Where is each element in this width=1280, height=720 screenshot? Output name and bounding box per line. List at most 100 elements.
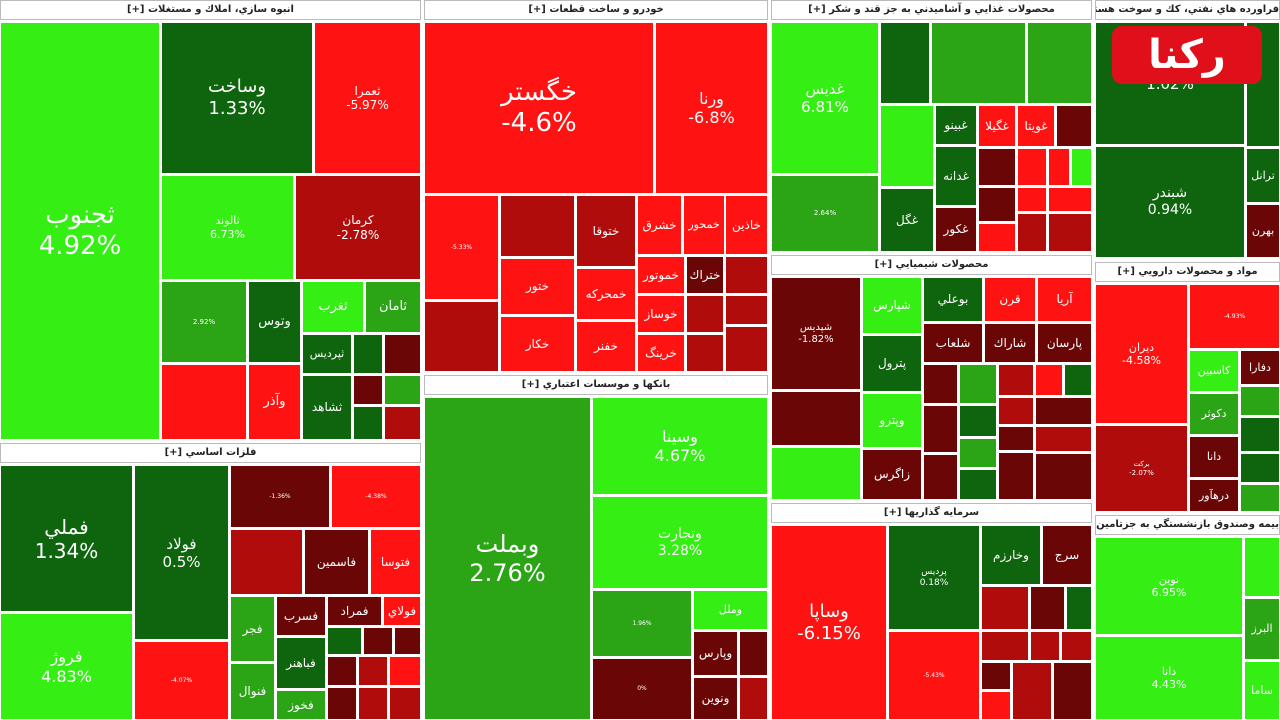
stock-tile[interactable]: شپارس	[862, 277, 922, 334]
stock-tile[interactable]: ونوين	[693, 677, 738, 720]
stock-tile[interactable]: غبينو	[935, 105, 977, 145]
stock-tile[interactable]: فنوال	[230, 663, 275, 720]
stock-tile[interactable]: خاذين	[725, 195, 768, 255]
stock-tile[interactable]: فتوسا	[370, 529, 421, 595]
stock-tile[interactable]: 2.64%	[771, 175, 879, 252]
stock-tile[interactable]: درهآور	[1189, 479, 1239, 512]
stock-tile[interactable]: 0%	[592, 658, 692, 720]
stock-tile[interactable]: بوعلي	[923, 277, 983, 322]
stock-tile[interactable]: شپديس -1.82%	[771, 277, 861, 390]
stock-tile[interactable]: ثجنوب 4.92%	[0, 22, 160, 440]
stock-tile[interactable]: ثغرب	[302, 281, 364, 333]
stock-tile[interactable]: فمراد	[327, 596, 382, 626]
stock-tile[interactable]: غگيلا	[978, 105, 1016, 147]
stock-tile[interactable]: -5.33%	[424, 195, 499, 300]
stock-tile[interactable]: فجر	[230, 596, 275, 662]
stock-tile[interactable]: خموتور	[637, 256, 685, 294]
stock-tile[interactable]: وتجارت 3.28%	[592, 496, 768, 589]
stock-tile[interactable]: خشرق	[637, 195, 682, 255]
stock-tile[interactable]: خمحور	[683, 195, 725, 255]
stock-tile[interactable]: بهرن	[1246, 204, 1280, 258]
stock-tile[interactable]: ديران -4.58%	[1095, 284, 1188, 424]
stock-tile[interactable]: ختور	[500, 258, 575, 315]
sector-header[interactable]: بانكها و موسسات اعتباري [+]	[424, 375, 768, 395]
stock-tile[interactable]: فسرب	[276, 596, 326, 636]
stock-tile[interactable]: دانا	[1189, 436, 1239, 478]
stock-tile[interactable]: ورنا -6.8%	[655, 22, 768, 194]
stock-tile[interactable]: بركت -2.07%	[1095, 425, 1188, 512]
stock-tile[interactable]: ثامان	[365, 281, 421, 333]
sector-header[interactable]: مواد و محصولات دارويي [+]	[1095, 262, 1280, 282]
stock-tile[interactable]: وملل	[693, 590, 768, 630]
stock-tile[interactable]: ثپرديس	[302, 334, 352, 374]
stock-tile[interactable]: وساپا -6.15%	[771, 525, 887, 720]
stock-tile[interactable]: كرمان -2.78%	[295, 175, 421, 280]
stock-tile[interactable]: سرج	[1042, 525, 1092, 585]
stock-tile[interactable]: ثالوند 6.73%	[161, 175, 294, 280]
stock-tile[interactable]: خگستر -4.6%	[424, 22, 654, 194]
tile	[500, 195, 575, 257]
stock-tile[interactable]: غدانه	[935, 146, 977, 206]
stock-tile[interactable]: فروژ 4.83%	[0, 613, 133, 720]
stock-tile[interactable]: ثعمرا -5.97%	[314, 22, 421, 174]
stock-tile[interactable]: ثشاهد	[302, 375, 352, 440]
stock-tile[interactable]: خرينگ	[637, 334, 685, 372]
stock-tile[interactable]: دفارا	[1240, 350, 1280, 385]
stock-tile[interactable]: غديس 6.81%	[771, 22, 879, 174]
sector-header[interactable]: خودرو و ساخت قطعات [+]	[424, 0, 768, 20]
stock-tile[interactable]: البرز	[1244, 598, 1280, 660]
stock-tile[interactable]: قرن	[984, 277, 1036, 322]
sector-header[interactable]: انبوه سازي، املاك و مستغلات [+]	[0, 0, 421, 20]
stock-tile[interactable]: وسينا 4.67%	[592, 397, 768, 495]
stock-tile[interactable]: غكور	[935, 207, 977, 252]
stock-tile[interactable]: وتوس	[248, 281, 301, 363]
sector-header[interactable]: محصولات غذايي و آشاميدني به جز قند و شكر…	[771, 0, 1092, 20]
stock-tile[interactable]: فولاي	[383, 596, 421, 626]
stock-tile[interactable]: دكوثر	[1189, 393, 1239, 435]
stock-tile[interactable]: ترانل	[1246, 148, 1280, 203]
stock-tile[interactable]: وپترو	[862, 393, 922, 448]
stock-tile[interactable]: وبملت 2.76%	[424, 397, 591, 720]
stock-tile[interactable]: فولاد 0.5%	[134, 465, 229, 640]
sector-header[interactable]: محصولات شيميايي [+]	[771, 255, 1092, 275]
stock-tile[interactable]: شاراك	[984, 323, 1036, 363]
stock-tile[interactable]: فباهنر	[276, 637, 326, 689]
stock-tile[interactable]: نوين 6.95%	[1095, 537, 1243, 635]
stock-tile[interactable]: فملي 1.34%	[0, 465, 133, 612]
stock-tile[interactable]: -5.43%	[888, 631, 980, 720]
sector-header[interactable]: سرمايه گذاريها [+]	[771, 503, 1092, 523]
stock-tile[interactable]: خفنر	[576, 321, 636, 372]
stock-tile[interactable]: فخوز	[276, 690, 326, 720]
stock-tile[interactable]: -4.07%	[134, 641, 229, 720]
stock-tile[interactable]: غويتا	[1017, 105, 1055, 147]
stock-tile[interactable]: پرديس 0.18%	[888, 525, 980, 630]
stock-tile[interactable]: شلعاب	[923, 323, 983, 363]
stock-tile[interactable]: -1.36%	[230, 465, 330, 528]
stock-tile[interactable]: خكار	[500, 316, 575, 372]
sector-header[interactable]: فلزات اساسي [+]	[0, 443, 421, 463]
stock-tile[interactable]: وپارس	[693, 631, 738, 676]
stock-tile[interactable]: وآذر	[248, 364, 301, 440]
stock-tile[interactable]: وساخت 1.33%	[161, 22, 313, 174]
stock-tile[interactable]: پارسان	[1037, 323, 1092, 363]
stock-tile[interactable]: غگل	[880, 188, 934, 252]
stock-tile[interactable]: زاگرس	[862, 449, 922, 500]
stock-tile[interactable]: ساما	[1244, 661, 1280, 720]
stock-tile[interactable]: شبندر 0.94%	[1095, 146, 1245, 258]
sector-header[interactable]: بيمه وصندوق بازنشستگي به جزتامين اجتماعي…	[1095, 515, 1280, 535]
stock-tile[interactable]: وخارزم	[981, 525, 1041, 585]
stock-tile[interactable]: -4.38%	[331, 465, 421, 528]
stock-tile[interactable]: 2.92%	[161, 281, 247, 363]
stock-tile[interactable]: خوساز	[637, 295, 685, 333]
stock-tile[interactable]: دانا 4.43%	[1095, 636, 1243, 720]
stock-tile[interactable]: -4.93%	[1189, 284, 1280, 349]
stock-tile[interactable]: فاسمين	[304, 529, 369, 595]
stock-tile[interactable]: كاسبين	[1189, 350, 1239, 392]
stock-tile[interactable]: ختراك	[686, 256, 724, 294]
sector-header[interactable]: فراورده هاي نفتي، كك و سوخت هسته اي [+]	[1095, 0, 1280, 20]
stock-tile[interactable]: پترول	[862, 335, 922, 392]
stock-tile[interactable]: 1.96%	[592, 590, 692, 657]
stock-tile[interactable]: خمحركه	[576, 268, 636, 320]
stock-tile[interactable]: آريا	[1037, 277, 1092, 322]
stock-tile[interactable]: ختوقا	[576, 195, 636, 267]
